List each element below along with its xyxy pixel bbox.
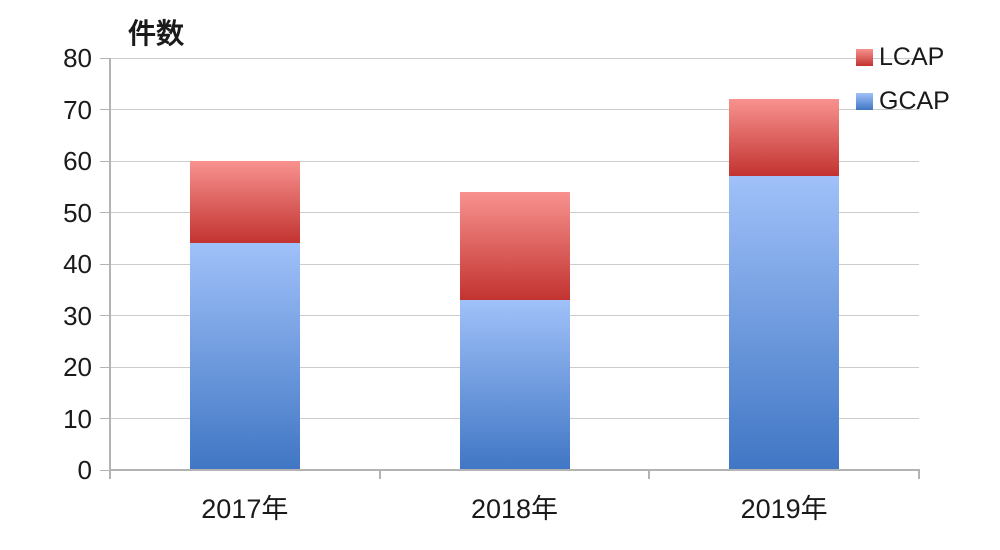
y-tick-label: 20 <box>63 352 92 382</box>
y-tick-label: 40 <box>63 249 92 279</box>
y-axis-tick <box>100 469 110 471</box>
x-tick-label: 2017年 <box>201 494 289 524</box>
bar-segment-gcap-2017年 <box>189 243 300 470</box>
legend-item-gcap: GCAP <box>856 86 950 116</box>
y-tick-label: 30 <box>63 300 92 331</box>
bar-segment-gcap-2018年 <box>459 300 570 470</box>
legend-label: LCAP <box>879 43 945 71</box>
y-tick-label: 80 <box>63 43 92 73</box>
gridline <box>110 57 919 59</box>
y-axis-tick <box>100 418 110 419</box>
gridline <box>110 160 919 162</box>
y-axis-tick <box>100 263 110 265</box>
x-axis-line <box>110 469 920 471</box>
x-tick-label: 2019年 <box>740 494 828 524</box>
bar-segment-lcap-2017年 <box>189 161 300 244</box>
y-axis-line <box>109 58 111 479</box>
x-axis-tick <box>918 470 920 479</box>
y-tick-label: 50 <box>63 197 92 228</box>
y-axis-tick <box>100 212 110 213</box>
y-tick-label: 10 <box>63 403 92 434</box>
x-axis-tick <box>378 470 381 479</box>
y-axis-tick <box>100 315 110 316</box>
bar-segment-lcap-2019年 <box>729 99 840 177</box>
x-axis-tick <box>648 470 651 479</box>
legend-item-lcap: LCAP <box>856 42 944 72</box>
y-axis-tick <box>100 366 110 368</box>
y-axis-tick <box>100 160 110 162</box>
legend-label: GCAP <box>879 87 950 115</box>
bar-segment-gcap-2019年 <box>729 176 840 470</box>
y-axis-title: 件数 <box>128 18 185 49</box>
y-axis-tick <box>100 109 110 110</box>
bar-segment-lcap-2018年 <box>459 191 570 301</box>
gridline <box>110 109 919 110</box>
y-tick-label: 60 <box>63 146 92 176</box>
x-tick-label: 2018年 <box>470 494 559 524</box>
x-axis-tick <box>109 470 111 479</box>
legend-swatch-lcap-icon <box>856 48 873 66</box>
y-tick-label: 70 <box>63 94 92 125</box>
legend-swatch-gcap-icon <box>856 92 873 110</box>
y-axis-tick <box>100 57 110 59</box>
y-tick-label: 0 <box>77 455 92 485</box>
